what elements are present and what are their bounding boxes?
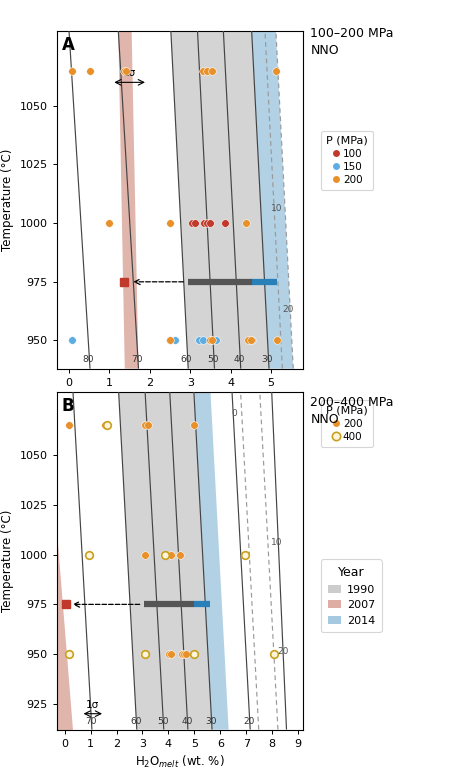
Polygon shape [57, 531, 73, 730]
Text: 70: 70 [85, 717, 97, 726]
Text: 0: 0 [231, 409, 237, 418]
Text: B: B [62, 397, 74, 415]
Text: 10: 10 [271, 538, 283, 547]
Y-axis label: Temperature (°C): Temperature (°C) [1, 148, 14, 251]
Polygon shape [118, 31, 138, 369]
Text: 50: 50 [157, 717, 168, 726]
Text: 20: 20 [244, 717, 255, 726]
Text: 1σ: 1σ [86, 700, 100, 710]
Legend: 100, 150, 200: 100, 150, 200 [321, 131, 373, 190]
Text: 50: 50 [207, 355, 219, 364]
Y-axis label: Temperature (°C): Temperature (°C) [1, 509, 14, 612]
Text: 100–200 MPa
NNO: 100–200 MPa NNO [310, 27, 394, 57]
Text: 10: 10 [271, 204, 283, 214]
Text: 20: 20 [277, 647, 289, 656]
Text: 80: 80 [82, 355, 94, 364]
Text: 60: 60 [130, 717, 142, 726]
Legend: 1990, 2007, 2014: 1990, 2007, 2014 [321, 559, 382, 632]
Text: A: A [62, 36, 75, 54]
Text: 1σ: 1σ [123, 68, 136, 78]
Text: 60: 60 [181, 355, 192, 364]
Text: 30: 30 [262, 355, 273, 364]
Polygon shape [171, 31, 269, 369]
Text: 200–400 MPa
NNO: 200–400 MPa NNO [310, 396, 394, 425]
Text: 40: 40 [181, 717, 192, 726]
Polygon shape [252, 31, 293, 369]
Text: 30: 30 [205, 717, 217, 726]
Polygon shape [194, 392, 228, 730]
Text: 40: 40 [233, 355, 245, 364]
Text: 70: 70 [131, 355, 143, 364]
Polygon shape [118, 392, 212, 730]
X-axis label: H$_2$O$_{melt}$ (wt. %): H$_2$O$_{melt}$ (wt. %) [135, 754, 225, 768]
Text: 20: 20 [283, 306, 294, 314]
X-axis label: H$_2$O$_{melt}$ (wt. %): H$_2$O$_{melt}$ (wt. %) [135, 393, 225, 409]
